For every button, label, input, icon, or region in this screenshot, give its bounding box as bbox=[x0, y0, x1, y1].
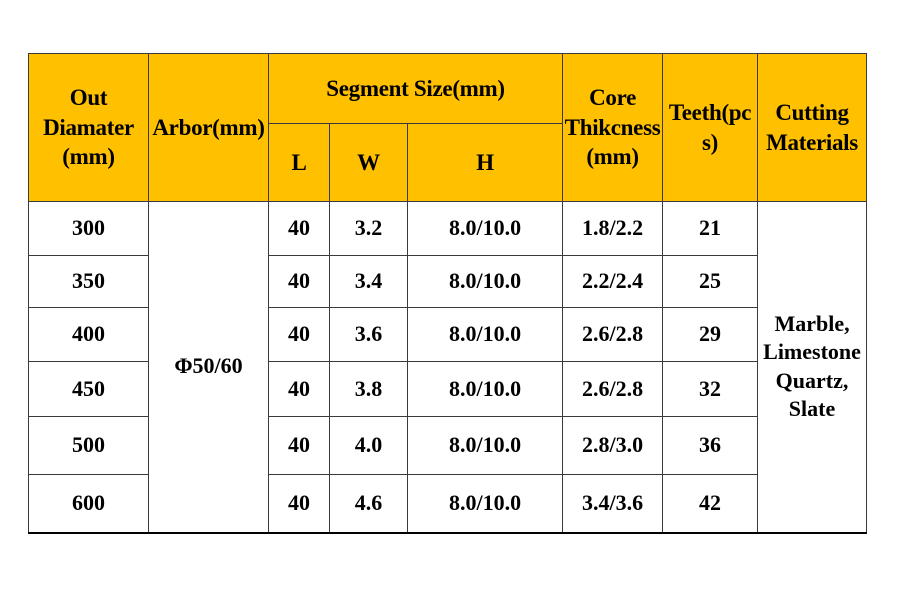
cell-core-thickness: 2.8/3.0 bbox=[562, 416, 664, 475]
cell-segment-l: 40 bbox=[268, 255, 330, 308]
cell-segment-l: 40 bbox=[268, 361, 330, 417]
cell-segment-w: 3.2 bbox=[329, 201, 408, 256]
table-row: 600 40 4.6 8.0/10.0 3.4/3.6 42 bbox=[28, 474, 867, 533]
cell-teeth: 42 bbox=[662, 474, 759, 533]
cell-diameter: 500 bbox=[28, 416, 149, 475]
cell-teeth: 32 bbox=[662, 361, 759, 417]
cell-segment-h: 8.0/10.0 bbox=[406, 307, 564, 362]
cell-core-thickness: 2.6/2.8 bbox=[562, 307, 664, 362]
cell-segment-h: 8.0/10.0 bbox=[406, 201, 564, 256]
table-body: 300 Φ50/60 40 3.2 8.0/10.0 1.8/2.2 21 Ma… bbox=[28, 201, 868, 533]
header-core-thickness: Core Thikcness (mm) bbox=[562, 53, 664, 202]
table-header: Out Diamater (mm) Arbor(mm) Segment Size… bbox=[28, 53, 868, 202]
cell-core-thickness: 1.8/2.2 bbox=[562, 201, 664, 256]
header-segment-size: Segment Size(mm) bbox=[267, 53, 564, 124]
cell-segment-h: 8.0/10.0 bbox=[406, 255, 564, 308]
table-row: 350 40 3.4 8.0/10.0 2.2/2.4 25 bbox=[28, 255, 867, 308]
header-arbor: Arbor(mm) bbox=[148, 53, 269, 202]
table-row: 450 40 3.8 8.0/10.0 2.6/2.8 32 bbox=[28, 361, 867, 417]
cell-teeth: 36 bbox=[662, 416, 759, 475]
cell-core-thickness: 2.6/2.8 bbox=[562, 361, 664, 417]
header-segment-w: W bbox=[329, 123, 408, 202]
cell-diameter: 450 bbox=[28, 361, 149, 417]
cell-cutting-materials: Marble, Limestone Quartz, Slate bbox=[757, 201, 868, 533]
cell-diameter: 600 bbox=[28, 474, 149, 533]
cell-segment-w: 3.6 bbox=[329, 307, 408, 362]
cell-segment-l: 40 bbox=[268, 474, 330, 533]
cell-segment-w: 3.8 bbox=[329, 361, 408, 417]
header-segment-l: L bbox=[268, 123, 330, 202]
header-cutting-materials: Cutting Materials bbox=[757, 53, 868, 202]
cell-teeth: 25 bbox=[662, 255, 759, 308]
cell-arbor: Φ50/60 bbox=[148, 201, 269, 533]
cell-segment-w: 3.4 bbox=[329, 255, 408, 308]
cell-teeth: 29 bbox=[662, 307, 759, 362]
cell-segment-l: 40 bbox=[268, 201, 330, 256]
cell-segment-h: 8.0/10.0 bbox=[406, 361, 564, 417]
table-row: 300 Φ50/60 40 3.2 8.0/10.0 1.8/2.2 21 Ma… bbox=[28, 201, 868, 533]
cell-segment-h: 8.0/10.0 bbox=[406, 474, 564, 533]
spec-table: Out Diamater (mm) Arbor(mm) Segment Size… bbox=[28, 53, 868, 534]
cell-segment-w: 4.6 bbox=[329, 474, 408, 533]
header-teeth: Teeth(pc s) bbox=[662, 53, 759, 202]
cell-teeth: 21 bbox=[662, 201, 759, 256]
table-row: 500 40 4.0 8.0/10.0 2.8/3.0 36 bbox=[28, 416, 867, 475]
cell-segment-l: 40 bbox=[268, 416, 330, 475]
header-out-diameter: Out Diamater (mm) bbox=[28, 53, 149, 202]
cell-segment-h: 8.0/10.0 bbox=[406, 416, 564, 475]
cell-diameter: 400 bbox=[28, 307, 149, 362]
cell-segment-l: 40 bbox=[268, 307, 330, 362]
cell-diameter: 350 bbox=[28, 255, 149, 308]
cell-diameter: 300 bbox=[28, 201, 149, 256]
cell-core-thickness: 2.2/2.4 bbox=[562, 255, 664, 308]
cell-segment-w: 4.0 bbox=[329, 416, 408, 475]
header-segment-h: H bbox=[406, 123, 564, 202]
cell-core-thickness: 3.4/3.6 bbox=[562, 474, 664, 533]
